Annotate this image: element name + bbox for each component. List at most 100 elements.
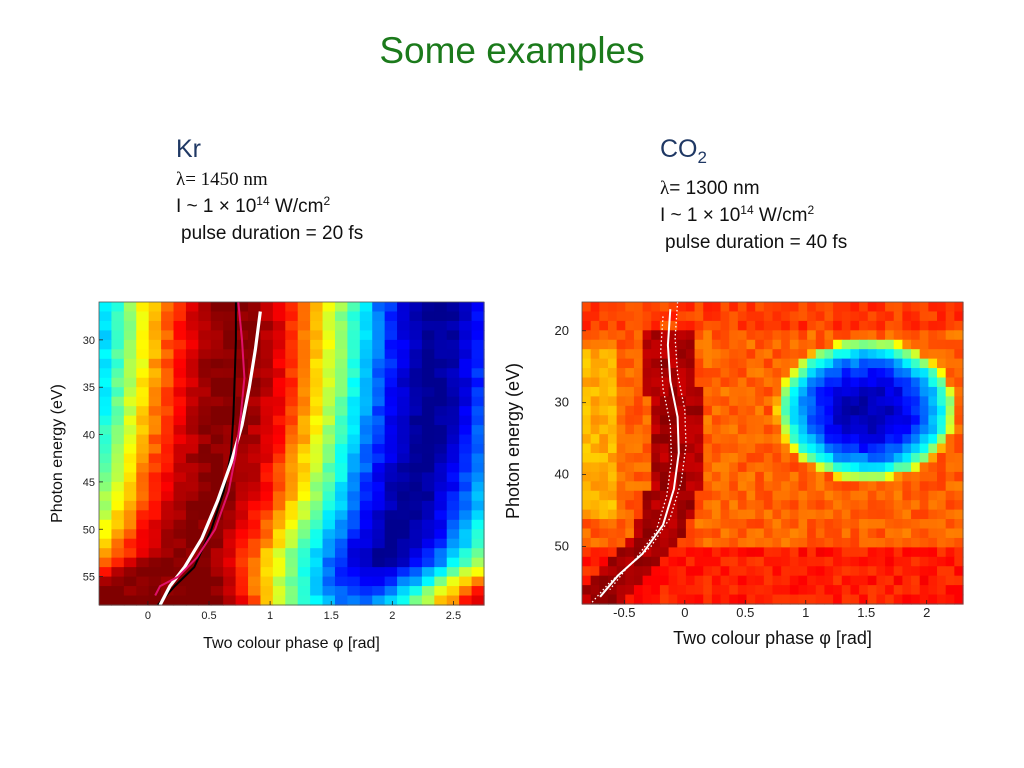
heatmap-cell [599,320,609,331]
heatmap-cell [285,472,299,483]
heatmap-cell [737,320,748,331]
heatmap-cell [359,519,373,530]
heatmap-cell [772,471,782,482]
heatmap-cell [824,481,834,492]
heatmap-cell [711,320,722,331]
heatmap-cell [434,368,448,379]
heatmap-cell [384,368,398,379]
heatmap-cell [694,481,704,492]
heatmap-cell [651,396,661,407]
heatmap-cell [210,472,224,483]
heatmap-cell [625,302,635,313]
heatmap-cell [815,349,826,360]
heatmap-cell [885,509,895,520]
heatmap-cell [136,387,150,398]
heatmap-cell [633,349,644,360]
heatmap-cell [711,434,722,445]
heatmap-cell [755,320,765,331]
heatmap-cell [161,500,175,511]
heatmap-cell [136,491,150,502]
heatmap-cell [841,462,852,473]
heatmap-cell [285,586,299,597]
heatmap-cell [867,396,878,407]
heatmap-cell [633,396,644,407]
heatmap-cell [285,387,299,398]
heatmap-cell [322,567,336,578]
heatmap-cell [359,396,373,407]
heatmap-cell [841,566,852,577]
heatmap-cell [737,509,748,520]
heatmap-cell [694,490,704,501]
heatmap-cell [867,519,878,530]
heatmap-cell [694,368,704,379]
heatmap-cell [668,547,678,558]
heatmap-cell [297,358,311,369]
heatmap-cell [434,320,448,332]
heatmap-cell [285,434,299,445]
heatmap-cell [633,405,644,416]
heatmap-cell [781,339,791,350]
heatmap-cell [471,586,485,597]
heatmap-cell [919,556,929,567]
heatmap-cell [729,424,739,435]
heatmap-cell [334,529,348,540]
heatmap-cell [729,386,739,397]
heatmap-cell [720,585,730,596]
heatmap-cell [210,453,224,464]
heatmap-cell [123,396,137,407]
heatmap-cell [173,311,187,322]
heatmap-cell [310,586,324,597]
heatmap-cell [471,330,485,341]
heatmap-cell [850,500,860,511]
heatmap-cell [755,330,765,341]
heatmap-cell [763,566,774,577]
heatmap-cell [322,425,336,436]
heatmap-cell [824,349,834,360]
heatmap-cell [789,377,800,388]
heatmap-cell [322,557,336,568]
heatmap-cell [397,311,411,322]
heatmap-cell [833,537,843,548]
heatmap-cell [272,302,286,313]
heatmap-cell [841,575,852,586]
heatmap-cell [384,425,398,436]
heatmap-cell [459,529,473,540]
heatmap-cell [720,443,730,454]
heatmap-cell [625,481,635,492]
kr-intensity-unit: W/cm [269,196,324,217]
heatmap-cell [111,548,125,559]
heatmap-cell [446,339,460,350]
heatmap-cell [459,406,473,417]
heatmap-cell [651,481,661,492]
heatmap-cell [763,537,774,548]
heatmap-cell [590,519,600,530]
heatmap-cell [582,585,592,596]
heatmap-cell [824,519,834,530]
heatmap-cell [911,415,921,426]
slide-title: Some examples [379,30,645,71]
heatmap-cell [902,377,912,388]
heatmap-cell [334,586,348,597]
heatmap-cell [711,424,722,435]
heatmap-cell [310,349,324,360]
kr-parameters: Kr λ= 1450 nm I ~ 1 × 1014 W/cm2 pulse d… [176,134,363,247]
heatmap-cell [772,443,782,454]
heatmap-cell [694,349,704,360]
heatmap-cell [841,415,852,426]
heatmap-cell [625,462,635,473]
heatmap-cell [625,509,635,520]
heatmap-cell [824,415,834,426]
heatmap-cell [161,519,175,530]
heatmap-cell [397,377,411,388]
heatmap-cell [677,500,687,511]
heatmap-cell [599,302,609,313]
heatmap-cell [459,358,473,369]
heatmap-cell [694,575,704,586]
heatmap-cell [729,415,739,426]
heatmap-cell [248,330,262,341]
heatmap-cell [607,462,618,473]
heatmap-cell [720,302,730,313]
heatmap-cell [642,386,652,397]
heatmap-cell [815,519,826,530]
heatmap-cell [347,311,361,322]
